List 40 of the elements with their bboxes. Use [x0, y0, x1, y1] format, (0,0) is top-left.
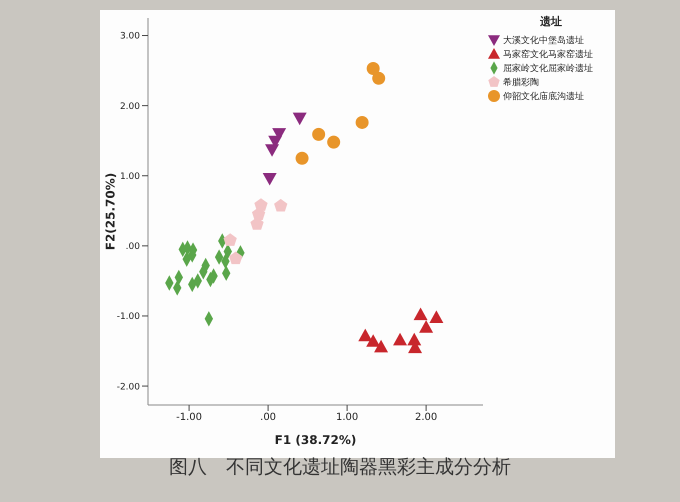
point: [393, 332, 408, 346]
legend-title: 遗址: [539, 14, 563, 29]
point: [372, 72, 386, 85]
point: [250, 217, 264, 230]
point: [252, 207, 266, 220]
legend-label: 仰韶文化庙底沟遗址: [503, 90, 584, 102]
point: [274, 198, 288, 212]
point: [296, 152, 309, 165]
point: [327, 136, 340, 149]
y-tick-label: 1.00: [120, 172, 140, 182]
point: [414, 308, 428, 320]
x-tick-label: 1.00: [336, 412, 358, 424]
legend-label: 屈家岭文化屈家岭遗址: [503, 62, 593, 74]
y-tick-label: -2.00: [116, 382, 140, 392]
y-axis-title: F2(25.70%): [103, 172, 118, 250]
point: [366, 334, 380, 347]
y-tick-label: -1.00: [116, 312, 140, 322]
point: [419, 320, 434, 333]
x-tick-label: -1.00: [176, 412, 202, 424]
legend-label: 马家窑文化马家窑遗址: [503, 48, 593, 60]
legend-label: 大溪文化中堡岛遗址: [503, 34, 584, 46]
text: 图八 不同文化遗址陶器黑彩主成分分析: [168, 455, 512, 480]
x-axis-title: F1 (38.72%): [274, 433, 356, 447]
point: [312, 128, 326, 141]
point: [356, 116, 369, 129]
point: [262, 172, 277, 186]
point: [374, 340, 388, 352]
y-tick-label: 3.00: [120, 32, 140, 42]
x-tick-label: .00: [260, 412, 276, 424]
point: [292, 112, 307, 126]
legend-label: 希腊彩陶: [503, 76, 539, 88]
point: [229, 251, 242, 264]
point: [358, 328, 372, 342]
point: [366, 62, 380, 75]
x-tick-label: 2.00: [414, 412, 438, 424]
point: [429, 310, 444, 323]
y-tick-label: 2.00: [120, 102, 140, 112]
y-tick-label: .00: [126, 242, 140, 252]
point: [224, 233, 237, 246]
point: [265, 144, 280, 157]
